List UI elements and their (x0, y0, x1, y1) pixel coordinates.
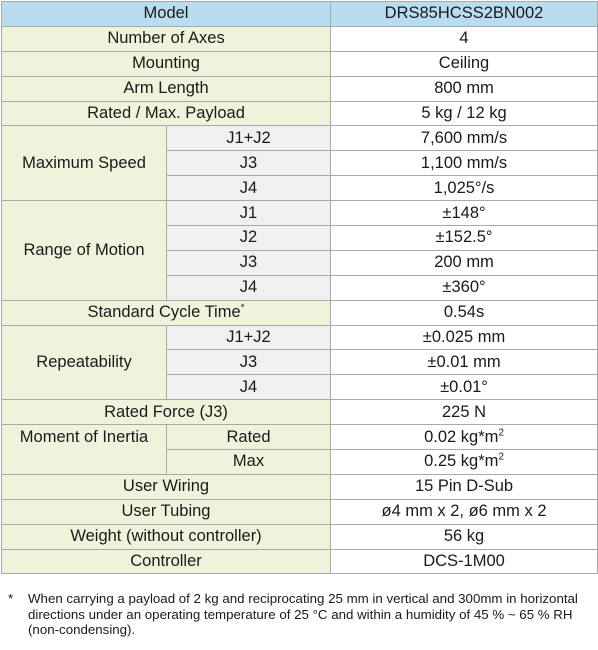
speed-axis: J1+J2 (165, 125, 332, 152)
mounting-value: Ceiling (330, 50, 598, 77)
repeat-axis: J1+J2 (165, 324, 332, 351)
repeat-value: ±0.01 mm (330, 349, 598, 376)
table-row: J3 ±0.01 mm (2, 349, 598, 376)
repeat-value: ±0.025 mm (330, 324, 598, 351)
speed-value: 7,600 mm/s (330, 125, 598, 152)
weight-value: 56 kg (330, 523, 598, 550)
table-row: J2 ±152.5° (2, 225, 598, 251)
table-row: Standard Cycle Time* 0.54s (0, 299, 598, 326)
arm-value: 800 mm (330, 75, 598, 102)
inertia-value: 0.02 kg*m2 (330, 424, 598, 451)
table-row: J4 ±0.01° (2, 374, 598, 401)
mounting-label: Mounting (0, 50, 332, 77)
axes-value: 4 (330, 25, 598, 52)
table-row: Number of Axes 4 (0, 25, 598, 52)
table-row: Weight (without controller) 56 kg (0, 523, 598, 550)
motion-label: Range of Motion (1, 200, 167, 301)
table-row: Moment of Inertia Rated 0.02 kg*m2 (1, 424, 598, 475)
wiring-value: 15 Pin D-Sub (330, 473, 598, 500)
force-label: Rated Force (J3) (0, 399, 332, 426)
repeat-value: ±0.01° (330, 374, 598, 401)
table-row: J4 ±360° (2, 274, 598, 301)
table-row: User Tubing ø4 mm x 2, ø6 mm x 2 (0, 498, 598, 525)
force-value: 225 N (330, 399, 598, 426)
table-row: Mounting Ceiling (0, 50, 598, 77)
speed-axis: J4 (165, 175, 332, 202)
inertia-axis: Rated (165, 424, 332, 451)
table-row: Arm Length 800 mm (0, 75, 598, 102)
footnote-text: When carrying a payload of 2 kg and reci… (28, 591, 578, 637)
table-row: Rated Force (J3) 225 N (0, 399, 598, 426)
inertia-value-text: 0.25 kg*m (424, 452, 499, 471)
inertia-exponent: 2 (498, 427, 504, 439)
repeat-label: Repeatability (1, 324, 167, 401)
speed-axis: J3 (165, 150, 332, 177)
table-row: J3 1,100 mm/s (2, 150, 598, 177)
header-label: Model (0, 1, 332, 27)
motion-value: 200 mm (330, 249, 598, 276)
payload-value: 5 kg / 12 kg (330, 100, 598, 127)
table-row: Rated / Max. Payload 5 kg / 12 kg (0, 100, 598, 127)
weight-label: Weight (without controller) (0, 523, 332, 550)
cycle-label-text: Standard Cycle Time (87, 303, 241, 322)
inertia-exponent: 2 (498, 451, 504, 463)
table-row: J3 200 mm (2, 249, 598, 276)
cycle-label: Standard Cycle Time* (0, 299, 332, 326)
footnote-ref: * (240, 302, 245, 314)
model-value: DRS85HCSS2BN002 (330, 1, 598, 27)
payload-label: Rated / Max. Payload (0, 100, 332, 127)
motion-axis: J2 (165, 225, 332, 251)
motion-axis: J4 (165, 274, 332, 301)
table-row: Model DRS85HCSS2BN002 (0, 1, 598, 27)
repeat-axis: J3 (165, 349, 332, 376)
wiring-label: User Wiring (0, 473, 332, 500)
motion-value: ±152.5° (330, 225, 598, 251)
motion-axis: J3 (165, 249, 332, 276)
controller-value: DCS-1M00 (330, 548, 598, 575)
cycle-value: 0.54s (330, 299, 598, 326)
table-row: Controller DCS-1M00 (0, 548, 598, 575)
inertia-label: Moment of Inertia (1, 424, 167, 475)
arm-label: Arm Length (0, 75, 332, 102)
spec-table: Model DRS85HCSS2BN002 Number of Axes 4 M… (0, 1, 598, 575)
tubing-label: User Tubing (0, 498, 332, 525)
table-row: Range of Motion J1 ±148° (1, 200, 598, 301)
footnote: * When carrying a payload of 2 kg and re… (8, 591, 593, 638)
axes-label: Number of Axes (0, 25, 332, 52)
motion-value: ±360° (330, 274, 598, 301)
table-row: User Wiring 15 Pin D-Sub (0, 473, 598, 500)
repeat-axis: J4 (165, 374, 332, 401)
footnote-mark: * (8, 591, 14, 606)
inertia-value: 0.25 kg*m2 (330, 449, 598, 475)
inertia-value-text: 0.02 kg*m (424, 427, 499, 446)
table-row: Max 0.25 kg*m2 (2, 449, 598, 475)
speed-value: 1,025°/s (330, 175, 598, 202)
motion-axis: J1 (165, 200, 332, 227)
speed-value: 1,100 mm/s (330, 150, 598, 177)
inertia-axis: Max (165, 449, 332, 475)
table-row: Repeatability J1+J2 ±0.025 mm (1, 324, 598, 401)
controller-label: Controller (0, 548, 332, 575)
motion-value: ±148° (330, 200, 598, 227)
tubing-value: ø4 mm x 2, ø6 mm x 2 (330, 498, 598, 525)
speed-label: Maximum Speed (1, 125, 167, 202)
table-row: Maximum Speed J1+J2 7,600 mm/s (1, 125, 598, 202)
